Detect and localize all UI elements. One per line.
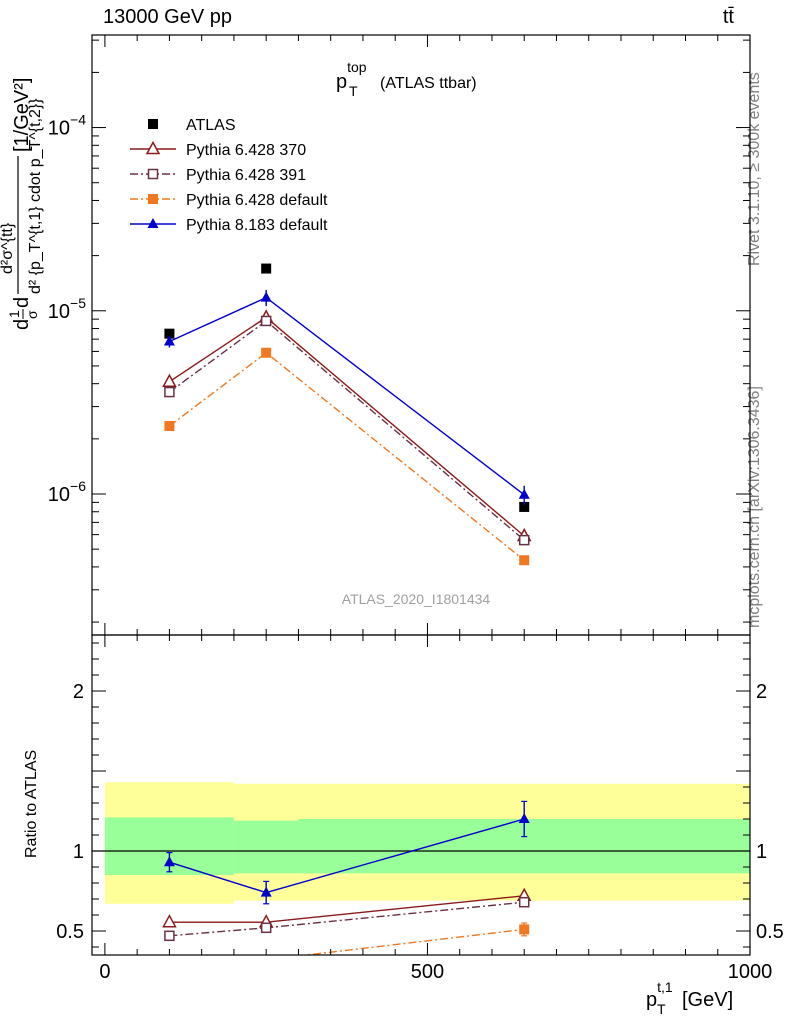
analysis-watermark: ATLAS_2020_I1801434 xyxy=(342,591,491,607)
ratio-point-pythia-6-428-default xyxy=(261,954,272,955)
x-tick-label: 500 xyxy=(411,961,444,983)
main-plot-area xyxy=(162,263,532,566)
ratio-y-tick-label-right: 2 xyxy=(756,681,767,703)
main-point-pythia-6-428-default xyxy=(164,421,175,432)
main-point-pythia-6-428-default xyxy=(519,555,530,566)
main-y-tick-label: 10−5 xyxy=(48,295,86,323)
main-line-pythia-8-183-default xyxy=(169,296,525,496)
ratio-point-pythia-6-428-391 xyxy=(260,922,272,934)
main-point-pythia-8-183-default xyxy=(518,488,530,499)
legend-marker xyxy=(147,168,159,180)
ratio-plot-area xyxy=(162,800,532,968)
y-label-d2: d xyxy=(11,297,33,308)
legend-label: Pythia 8.183 default xyxy=(186,217,328,234)
ratio-y-tick-label: 1 xyxy=(73,841,84,863)
ratio-y-tick-label: 2 xyxy=(73,681,84,703)
legend-label: Pythia 6.428 370 xyxy=(186,142,306,159)
main-title: ptop T (ATLAS ttbar) xyxy=(336,59,477,99)
y-label-frac-num: 1 xyxy=(6,310,22,318)
y-label-d: d xyxy=(11,319,33,330)
legend-marker xyxy=(145,140,161,155)
ratio-y-axis-label: Ratio to ATLAS xyxy=(23,750,40,858)
ratio-y-tick-label-right: 1 xyxy=(756,841,767,863)
ratio-point-pythia-8-183-default xyxy=(163,856,175,867)
ratio-uncertainty-bands xyxy=(92,782,750,904)
x-tick-label: 0 xyxy=(99,961,110,983)
main-point-pythia-8-183-default xyxy=(163,335,175,346)
ratio-frame xyxy=(91,634,751,956)
main-line-pythia-6-428-370 xyxy=(169,316,525,537)
legend-label: Pythia 6.428 default xyxy=(186,192,328,209)
main-point-pythia-6-428-default xyxy=(261,347,272,358)
main-y-tick-label: 10−6 xyxy=(48,478,86,506)
process-label: tt̄ xyxy=(722,6,734,28)
main-line-pythia-6-428-391 xyxy=(168,320,525,541)
ratio-point-pythia-6-428-391 xyxy=(518,896,530,908)
ratio-point-pythia-6-428-391 xyxy=(164,930,175,942)
ratio-point-pythia-6-428-370 xyxy=(162,914,177,928)
legend-marker xyxy=(147,218,159,228)
main-point-atlas xyxy=(164,328,175,339)
main-point-pythia-8-183-default xyxy=(260,291,272,302)
energy-label: 13000 GeV pp xyxy=(103,6,232,28)
ratio-line-pythia-6-428-391 xyxy=(169,901,525,937)
ratio-y-label-text: Ratio to ATLAS xyxy=(23,750,40,858)
plot-frames xyxy=(91,34,751,956)
main-point-pythia-6-428-391 xyxy=(260,315,272,327)
main-point-atlas xyxy=(261,263,272,274)
ratio-point-pythia-6-428-default xyxy=(164,958,174,968)
main-line-pythia-6-428-default xyxy=(168,351,525,561)
ratio-band-green xyxy=(233,820,299,874)
main-point-pythia-6-428-391 xyxy=(164,386,175,398)
ratio-y-tick-label-right: 0.5 xyxy=(756,921,784,943)
main-y-tick-label: 10−4 xyxy=(48,112,86,140)
y-label-numerator: d²σ^{tt} xyxy=(0,222,16,274)
ratio-line-pythia-6-428-default xyxy=(300,928,525,955)
x-axis-label: pt,1 T [GeV] xyxy=(646,979,733,1017)
ratio-y-tick-label: 0.5 xyxy=(56,921,84,943)
legend-label: Pythia 6.428 391 xyxy=(186,167,306,184)
y-label-denominator: d² {p_T^{t,1} cdot p_T^{t,2}} xyxy=(27,98,44,294)
y-label-units: [1/GeV²] xyxy=(11,78,33,152)
main-point-pythia-6-428-370 xyxy=(162,373,177,387)
main-point-pythia-6-428-391 xyxy=(518,534,530,546)
legend-label: ATLAS xyxy=(186,117,236,134)
legend-marker xyxy=(148,194,158,204)
legend-marker xyxy=(148,119,158,129)
x-tick-label: 1000 xyxy=(728,961,773,983)
ratio-point-pythia-6-428-default xyxy=(519,924,530,935)
main-point-atlas xyxy=(519,501,530,512)
y-label-frac-den: σ xyxy=(24,310,40,319)
ratio-point-pythia-8-183-default xyxy=(518,813,530,823)
ratio-point-pythia-8-183-default xyxy=(260,886,272,897)
